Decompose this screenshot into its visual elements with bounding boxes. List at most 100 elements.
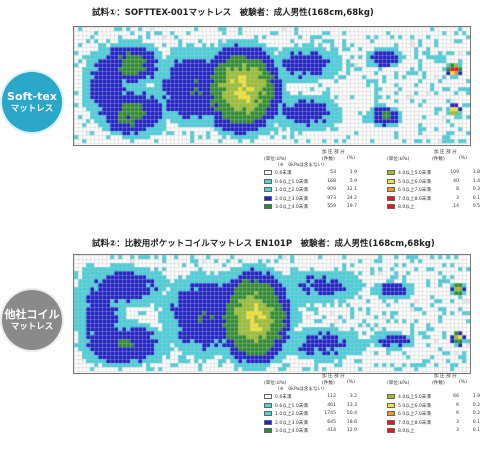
legend-count: 112 [327,394,336,399]
legend-row: 4.0以上5.0未満 66 1.9 [387,394,480,400]
legend-row: 8.0以上 3 0.1 [387,428,480,434]
legend-swatch [264,394,272,399]
legend-row: 4.0以上5.0未満 109 3.8 [387,170,480,176]
legend-pct: 1.9 [349,170,357,175]
legend-unit-right: (単位:kPa) [387,381,410,386]
legend-count: 1745 [324,411,336,416]
legend-count-header-right: (件数) [432,381,445,386]
legend-count: 973 [327,195,336,201]
legend-swatch [264,402,272,408]
legend-pct: 1.9 [472,394,480,399]
badge-line1: Soft-tex [7,89,57,103]
legend-swatch [264,178,272,184]
legend-row: 0.6以上1.0未満 168 5.9 [264,178,476,185]
legend-swatch [264,204,272,209]
legend-label: 0.6未満 [275,171,292,176]
legend-pct: 3.2 [349,394,357,399]
legend-count: 6 [456,402,459,408]
legend-count: 645 [327,419,336,425]
legend-pct: 13.3 [346,402,357,408]
legend-pct: 12.0 [346,428,357,433]
legend-swatch [264,428,272,433]
legend-count: 168 [327,178,336,184]
legend-pct: 19.7 [346,204,357,209]
legend-header-right: 加 圧 部 分 [434,374,457,379]
legend-row: 3.0以上4.0未満 559 19.7 [264,204,476,210]
legend-swatch [387,195,395,201]
legend-label: 3.0以上4.0未満 [275,205,308,210]
legend-unit: (単位:kPa) [264,381,287,386]
legend-count: 909 [327,187,336,192]
legend-pct: 18.6 [346,419,357,425]
legend-count: 414 [327,428,336,433]
legend-swatch [387,428,395,433]
legend-count: 14 [453,204,459,209]
legend-row: 6.0以上7.0未満 8 0.3 [387,187,480,193]
legend-unit-right: (単位:kPa) [387,157,410,162]
legend-pct-header: (%) [347,380,355,385]
legend-label: 8.0以上 [398,429,415,434]
legend-count: 3 [456,419,459,425]
legend-pct: 32.1 [346,187,357,192]
legend-pct-header: (%) [347,156,355,161]
legend-pct: 0.2 [472,411,480,416]
legend-pct: 0.1 [472,195,480,201]
legend-count: 6 [456,411,459,416]
legend-label: 7.0以上8.0未満 [398,196,431,202]
panel1-title: 試料①：SOFTTEX-001マットレス 被験者：成人男性(168cm,68kg… [92,8,374,18]
legend-swatch [387,170,395,175]
legend-header: 加 圧 部 分 [322,150,345,155]
legend-row: 0.6以上1.0未満 461 13.3 [264,402,476,409]
legend-swatch [264,187,272,192]
legend-label: 4.0以上5.0未満 [398,171,431,176]
legend-row: 7.0以上8.0未満 3 0.1 [387,195,480,202]
legend-pct: 1.4 [472,178,480,184]
pressure-map-1 [73,26,471,146]
legend-label: 5.0以上6.0未満 [398,403,431,409]
legend-row: 7.0以上8.0未満 3 0.1 [387,419,480,426]
legend-swatch [387,204,395,209]
coil-badge: 他社コイル マットレス [2,290,62,350]
legend-pct: 0.1 [472,428,480,433]
legend-pct: 5.9 [349,178,357,184]
legend-swatch [387,178,395,184]
legend-pct: 34.2 [346,195,357,201]
legend-count-header: (件数) [322,157,335,162]
legend-count: 109 [450,170,459,175]
legend-swatch [264,411,272,416]
legend-row: 8.0以上 14 0.5 [387,204,480,210]
pressure-map-1-canvas [74,27,470,145]
legend-2: 加 圧 部 分 (単位:kPa) (件数) (%) (※ 0kPaは含まない) 加 圧 部… [262,373,480,448]
legend-pct: 3.8 [472,170,480,175]
legend-row: 3.0以上4.0未満 414 12.0 [264,428,476,434]
legend-pct: 0.5 [472,204,480,209]
legend-pct: 0.3 [472,187,480,192]
legend-count: 40 [453,178,459,184]
legend-label: 4.0以上5.0未満 [398,395,431,400]
legend-row: 1.0以上2.0未満 909 32.1 [264,187,476,193]
legend-label: 0.6以上1.0未満 [275,403,308,409]
legend-row: 1.0以上2.0未満 1745 50.4 [264,411,476,417]
legend-pct: 50.4 [346,411,357,416]
legend-label: 6.0以上7.0未満 [398,412,431,417]
legend-pct-header-right: (%) [459,156,467,161]
badge-line2: マットレス [10,103,54,114]
legend-note: (※ 0kPaは含まない) [278,163,324,168]
legend-count: 53 [330,170,336,175]
pressure-map-2-canvas [74,255,470,373]
legend-row: 5.0以上6.0未満 40 1.4 [387,178,480,185]
legend-row: 2.0以上3.0未満 973 34.2 [264,195,476,202]
pressure-map-2 [73,254,471,374]
legend-pct: 0.1 [472,419,480,425]
legend-unit: (単位:kPa) [264,157,287,162]
legend-row: 5.0以上6.0未満 6 0.2 [387,402,480,409]
legend-label: 5.0以上6.0未満 [398,179,431,185]
legend-count-header-right: (件数) [432,157,445,162]
legend-label: 6.0以上7.0未満 [398,188,431,193]
legend-header-right: 加 圧 部 分 [434,150,457,155]
badge-line1: 他社コイル [4,307,60,321]
legend-label: 0.6以上1.0未満 [275,179,308,185]
soft-tex-badge: Soft-tex マットレス [2,72,62,132]
legend-swatch [387,187,395,192]
legend-count: 8 [456,187,459,192]
